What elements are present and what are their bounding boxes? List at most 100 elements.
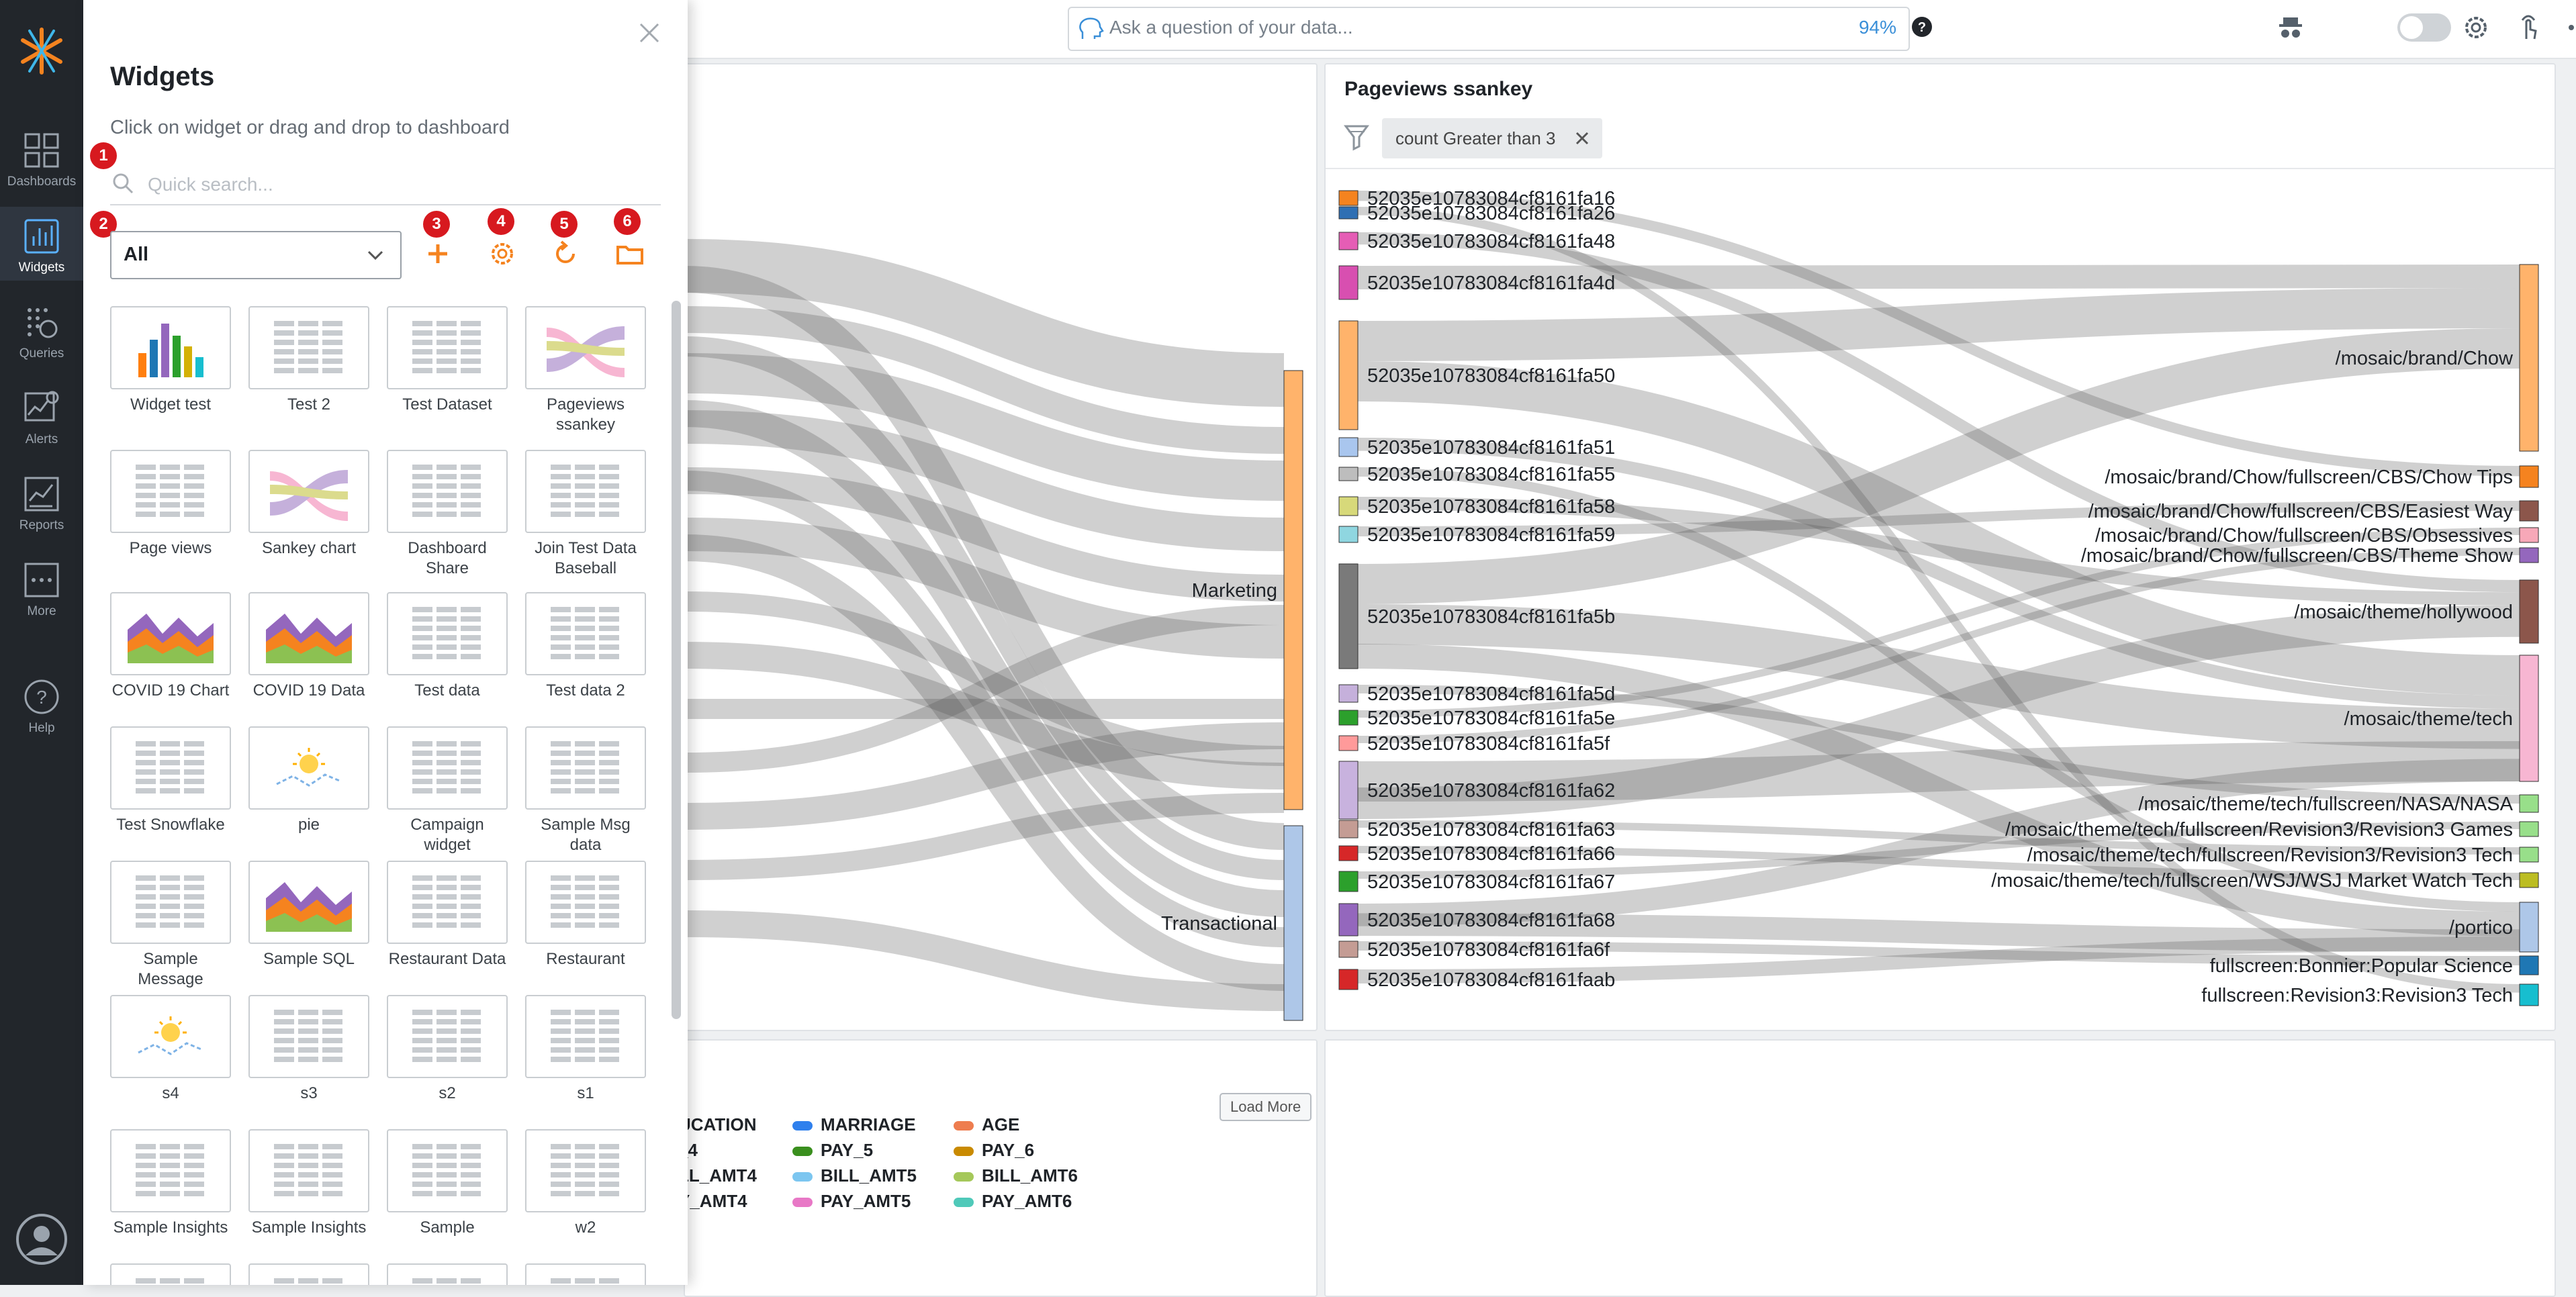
mode-toggle[interactable] [2397, 13, 2451, 42]
sankey-target-node[interactable] [2519, 465, 2539, 488]
sankey-link[interactable] [685, 336, 1285, 880]
sankey-link[interactable] [1357, 685, 2520, 804]
sankey-source-node[interactable] [1338, 526, 1359, 543]
widget-tile[interactable]: Test 2 [248, 306, 369, 415]
sankey-link[interactable] [1357, 361, 2520, 695]
refresh-icon[interactable] [549, 238, 582, 270]
sankey-target-node[interactable] [1283, 825, 1303, 1021]
sankey-link[interactable] [685, 471, 1285, 947]
sankey-link[interactable] [1357, 232, 2520, 593]
load-more-button[interactable]: Load More [1220, 1093, 1312, 1121]
widget-tile[interactable] [387, 1263, 508, 1285]
sankey-link[interactable] [1357, 207, 2520, 993]
close-icon[interactable] [1573, 129, 1592, 148]
widget-tile[interactable]: Sample Message [110, 861, 231, 990]
sankey-source-node[interactable] [1338, 871, 1359, 892]
legend-item[interactable]: PAY_6 [954, 1140, 1034, 1161]
widget-tile[interactable] [110, 1263, 231, 1285]
sankey-target-node[interactable] [2519, 655, 2539, 782]
sankey-link[interactable] [1357, 846, 2520, 880]
sankey-source-node[interactable] [1338, 735, 1359, 751]
tap-gesture-icon[interactable] [2513, 12, 2544, 43]
legend-item[interactable]: UCATION [678, 1114, 757, 1135]
widget-tile[interactable]: Sample SQL [248, 861, 369, 969]
sankey-source-node[interactable] [1338, 845, 1359, 861]
sankey-link[interactable] [1357, 820, 2520, 855]
widget-tile[interactable]: Pageviews ssankey [525, 306, 646, 435]
sankey-link[interactable] [685, 518, 1285, 659]
sankey-target-node[interactable] [2519, 264, 2539, 452]
sankey-link[interactable] [685, 793, 1285, 880]
widget-tile[interactable]: Restaurant Data [387, 861, 508, 969]
sankey-target-node[interactable] [2519, 983, 2539, 1006]
sankey-target-node[interactable] [2519, 547, 2539, 563]
sankey-link[interactable] [1357, 265, 2520, 289]
sankey-source-node[interactable] [1338, 190, 1359, 206]
legend-item[interactable]: AGE [954, 1114, 1019, 1135]
widget-tile[interactable]: Widget test [110, 306, 231, 415]
widget-tile[interactable]: Restaurant [525, 861, 646, 969]
legend-item[interactable]: BILL_AMT5 [792, 1165, 917, 1186]
nav-dashboards[interactable]: Dashboards [0, 121, 83, 195]
filter-chip[interactable]: count Greater than 3 [1382, 118, 1603, 158]
legend-item[interactable]: Y_AMT4 [678, 1191, 747, 1212]
spy-mode-icon[interactable] [2275, 12, 2306, 43]
sankey-target-node[interactable] [2519, 872, 2539, 888]
sankey-source-node[interactable] [1338, 265, 1359, 300]
nav-widgets[interactable]: Widgets [0, 207, 83, 281]
legend-item[interactable]: PAY_AMT5 [792, 1191, 911, 1212]
kebab-menu-icon[interactable] [2565, 12, 2576, 43]
sankey-source-node[interactable] [1338, 710, 1359, 726]
widget-tile[interactable]: Dashboard Share [387, 450, 508, 579]
widget-tile[interactable]: Sample Insights [248, 1129, 369, 1238]
sankey-link[interactable] [685, 534, 1285, 991]
sankey-source-node[interactable] [1338, 206, 1359, 220]
widget-tile[interactable]: Test data [387, 592, 508, 701]
sankey-link[interactable] [685, 722, 1285, 830]
sankey-target-node[interactable] [2519, 579, 2539, 644]
widget-tile[interactable]: s3 [248, 995, 369, 1104]
nav-reports[interactable]: Reports [0, 465, 83, 538]
widget-tile[interactable]: s4 [110, 995, 231, 1104]
widget-type-select[interactable]: All [110, 231, 402, 279]
widget-tile[interactable]: COVID 19 Data [248, 592, 369, 701]
gear-icon[interactable] [2460, 12, 2491, 43]
sankey-target-node[interactable] [2519, 500, 2539, 522]
nav-queries[interactable]: Queries [0, 293, 83, 367]
ask-question-box[interactable]: Ask a question of your data... 94% [1068, 7, 1910, 51]
legend-item[interactable]: BILL_AMT6 [954, 1165, 1078, 1186]
widget-tile[interactable]: Test Dataset [387, 306, 508, 415]
widget-tile[interactable]: Sample [387, 1129, 508, 1238]
sankey-source-node[interactable] [1338, 684, 1359, 703]
sankey-source-node[interactable] [1338, 467, 1359, 481]
sankey-link[interactable] [685, 642, 1285, 789]
sankey-link[interactable] [1357, 191, 2520, 477]
sankey-source-node[interactable] [1338, 232, 1359, 250]
sankey-target-node[interactable] [2519, 902, 2539, 953]
sankey-target-node[interactable] [2519, 794, 2539, 813]
sankey-link[interactable] [1357, 936, 2520, 983]
sankey-link[interactable] [1357, 604, 2520, 749]
nav-help[interactable]: ? Help [0, 667, 83, 741]
sankey-link[interactable] [1357, 497, 2520, 606]
nav-more[interactable]: More [0, 550, 83, 624]
sankey-link[interactable] [685, 910, 1285, 1011]
sankey-link[interactable] [1357, 328, 2520, 604]
sankey-source-node[interactable] [1338, 820, 1359, 838]
widget-tile[interactable]: Sankey chart [248, 450, 369, 559]
add-widget-icon[interactable] [422, 238, 454, 270]
widget-tile[interactable]: w2 [525, 1129, 646, 1238]
sankey-source-node[interactable] [1338, 320, 1359, 430]
sankey-source-node[interactable] [1338, 761, 1359, 820]
sankey-source-node[interactable] [1338, 903, 1359, 936]
app-logo-icon[interactable] [15, 24, 68, 78]
sankey-link[interactable] [1357, 822, 2520, 879]
widget-tile[interactable]: Test Snowflake [110, 726, 231, 835]
sankey-link[interactable] [1357, 741, 2520, 802]
sankey-link[interactable] [1357, 288, 2520, 361]
drawer-scrollbar[interactable] [672, 301, 681, 1019]
widget-tile[interactable]: pie [248, 726, 369, 835]
widget-tile[interactable]: Join Test Data Baseball [525, 450, 646, 579]
help-circle-icon[interactable]: ? [1911, 16, 1933, 38]
sankey-link[interactable] [685, 239, 1285, 407]
